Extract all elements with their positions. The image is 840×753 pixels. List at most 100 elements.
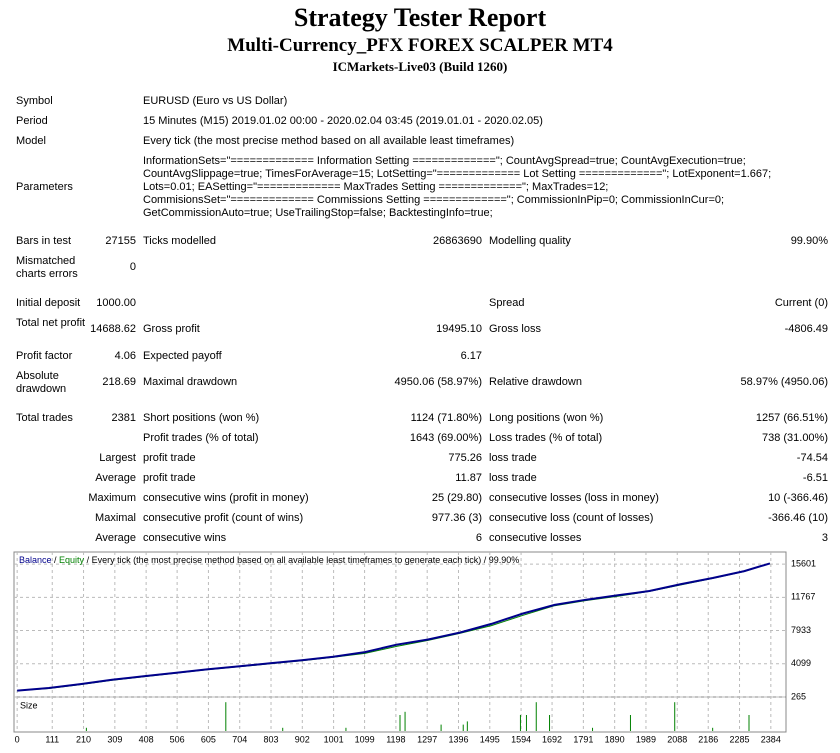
stat-label: Gross loss: [489, 323, 541, 335]
info-value: CommisionsSet="============= Commissions…: [143, 194, 725, 206]
stat-value: 10 (-366.46): [768, 492, 828, 504]
stat-label: Loss trades (% of total): [489, 432, 603, 444]
stat-label: Gross profit: [143, 323, 200, 335]
legend-separator: /: [84, 555, 92, 565]
stat-label: Total trades: [16, 412, 73, 424]
stat-value: Maximum: [88, 492, 136, 504]
stat-value: 2381: [111, 412, 136, 424]
x-tick-label: 506: [170, 734, 185, 744]
x-tick-label: 1198: [386, 734, 405, 744]
x-tick-label: 1594: [511, 734, 531, 744]
stat-value: Largest: [99, 452, 136, 464]
stat-label: Profit trades (% of total): [143, 432, 259, 444]
info-value: CountAvgSlippage=true; TimesForAverage=1…: [143, 168, 772, 180]
series-line: [17, 562, 771, 692]
legend: Balance / Equity / Every tick (the most …: [19, 555, 519, 565]
stat-value: 977.36 (3): [431, 512, 482, 524]
stat-value: 775.26: [448, 452, 482, 464]
x-tick-label: 1001: [324, 734, 344, 744]
x-tick-label: 803: [264, 734, 279, 744]
info-value: GetCommissionAuto=true; UseTrailingStop=…: [143, 207, 493, 219]
stat-value: 27155: [105, 235, 136, 247]
stat-value: 218.69: [102, 376, 136, 388]
stat-value: 0: [129, 261, 136, 273]
stat-label: Spread: [489, 297, 525, 309]
stat-label: Relative drawdown: [489, 376, 582, 388]
stat-value: Average: [95, 472, 136, 484]
stat-value: 99.90%: [790, 235, 828, 247]
stat-label: Expected payoff: [143, 350, 222, 362]
stat-value: 6: [475, 532, 482, 544]
legend-equity: Equity: [59, 555, 85, 565]
stat-value: 58.97% (4950.06): [740, 376, 828, 388]
size-label: Size: [20, 700, 38, 710]
x-tick-label: 1791: [573, 734, 593, 744]
title: Strategy Tester Report: [293, 3, 547, 32]
info-value: InformationSets="============= Informati…: [143, 155, 746, 167]
x-tick-label: 1099: [355, 734, 375, 744]
x-tick-label: 408: [139, 734, 154, 744]
x-tick-label: 902: [295, 734, 310, 744]
stat-value: -4806.49: [784, 323, 828, 335]
stat-value: 3: [821, 532, 828, 544]
x-tick-label: 2285: [730, 734, 750, 744]
stat-label: consecutive wins: [143, 532, 227, 544]
x-tick-label: 1297: [417, 734, 437, 744]
stat-value: -74.54: [796, 452, 828, 464]
x-tick-label: 2186: [698, 734, 718, 744]
x-tick-label: 2384: [761, 734, 781, 744]
y-tick-label: 11767: [791, 592, 815, 602]
info-value: 15 Minutes (M15) 2019.01.02 00:00 - 2020…: [143, 115, 543, 127]
stat-value: 4950.06 (58.97%): [394, 376, 482, 388]
x-tick-label: 309: [107, 734, 122, 744]
legend-description: Every tick (the most precise method base…: [92, 555, 482, 565]
stat-value: 1124 (71.80%): [410, 412, 482, 424]
info-label: Symbol: [16, 95, 53, 107]
x-tick-label: 2088: [667, 734, 687, 744]
stat-value: -6.51: [802, 472, 828, 484]
info-value: EURUSD (Euro vs US Dollar): [143, 95, 288, 107]
stat-label: profit trade: [143, 472, 196, 484]
stat-label: Initial deposit: [16, 297, 81, 309]
stat-value: 6.17: [460, 350, 482, 362]
y-tick-label: 7933: [791, 625, 811, 635]
stat-value: 1643 (69.00%): [409, 432, 482, 444]
stat-label: Modelling quality: [489, 235, 571, 247]
stat-label: consecutive losses: [489, 532, 582, 544]
info-label: Period: [16, 115, 48, 127]
x-tick-label: 605: [201, 734, 216, 744]
chart-frame: [13, 551, 787, 733]
stat-label: loss trade: [489, 472, 537, 484]
stat-label: Maximal drawdown: [143, 376, 238, 388]
stat-label: consecutive losses (loss in money): [489, 492, 659, 504]
info-label: Model: [16, 135, 46, 147]
stat-value: 26863690: [433, 235, 482, 247]
stat-label: loss trade: [489, 452, 537, 464]
stat-value: 1000.00: [96, 297, 136, 309]
x-tick-label: 1989: [636, 734, 656, 744]
stat-value: 738 (31.00%): [761, 432, 828, 444]
y-tick-label: 15601: [791, 558, 816, 568]
stat-value: 19495.10: [436, 323, 482, 335]
stat-label: Mismatched charts errors: [16, 255, 78, 280]
stat-label: consecutive wins (profit in money): [143, 492, 309, 504]
server: ICMarkets-Live03 (Build 1260): [332, 59, 508, 74]
x-tick-label: 1495: [480, 734, 500, 744]
stat-value: 1257 (66.51%): [755, 412, 828, 424]
x-tick-label: 704: [232, 734, 247, 744]
subtitle: Multi-Currency_PFX FOREX SCALPER MT4: [227, 35, 613, 56]
stat-label: Ticks modelled: [143, 235, 216, 247]
y-tick-label: 265: [791, 691, 806, 701]
stat-value: Average: [95, 532, 136, 544]
stat-value: Current (0): [774, 297, 828, 309]
stat-label: profit trade: [143, 452, 196, 464]
stat-value: 11.87: [455, 472, 482, 484]
stat-label: consecutive loss (count of losses): [489, 512, 654, 524]
legend-separator: /: [52, 555, 60, 565]
stat-label: consecutive profit (count of wins): [143, 512, 304, 524]
info-value: Every tick (the most precise method base…: [143, 135, 515, 147]
legend-balance: Balance: [19, 555, 52, 565]
stat-value: 14688.62: [90, 323, 136, 335]
legend-separator: /: [481, 555, 489, 565]
